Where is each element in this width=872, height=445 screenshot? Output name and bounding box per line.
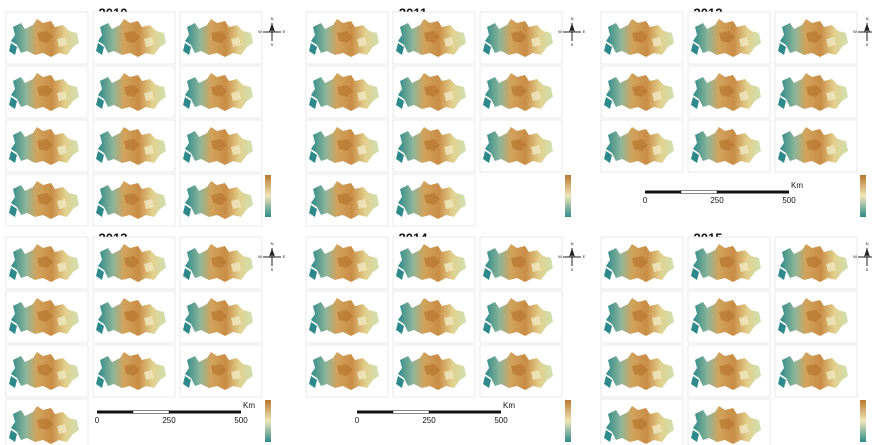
scale-bar: 0 250 500 Km bbox=[95, 401, 256, 425]
compass-n: N bbox=[866, 241, 869, 246]
year-panel: 2011NSWE bbox=[306, 5, 586, 226]
scale-unit: Km bbox=[791, 181, 803, 190]
compass-e: E bbox=[583, 254, 586, 259]
compass-e: E bbox=[583, 29, 586, 34]
scale-label: 500 bbox=[234, 416, 248, 425]
compass-w: W bbox=[558, 29, 562, 34]
compass-s: S bbox=[866, 267, 869, 272]
scale-segment bbox=[393, 411, 429, 414]
scale-segment bbox=[717, 191, 789, 194]
figure: 2010NSWE2011NSWE2012NSWE0250500Km2013NSW… bbox=[0, 0, 872, 445]
scale-label: 250 bbox=[710, 196, 724, 205]
scale-label: 0 bbox=[95, 416, 100, 425]
scale-bar: 0 250 500 Km bbox=[643, 181, 804, 205]
compass-s: S bbox=[866, 42, 869, 47]
compass-n: N bbox=[271, 241, 274, 246]
scale-segment bbox=[645, 191, 681, 194]
scale-segment bbox=[357, 411, 393, 414]
compass-w: W bbox=[558, 254, 562, 259]
color-bar bbox=[860, 400, 866, 442]
year-panel: 2013NSWE0250500Km bbox=[6, 230, 286, 445]
color-bar bbox=[565, 400, 571, 442]
year-panel: 2010NSWE bbox=[6, 5, 286, 226]
compass-w: W bbox=[258, 254, 262, 259]
scale-segment bbox=[133, 411, 169, 414]
color-bar bbox=[265, 175, 271, 217]
scale-unit: Km bbox=[243, 401, 255, 410]
compass-s: S bbox=[571, 267, 574, 272]
color-bar bbox=[565, 175, 571, 217]
compass-w: W bbox=[853, 254, 857, 259]
scale-unit: Km bbox=[503, 401, 515, 410]
compass-e: E bbox=[283, 29, 286, 34]
compass-n: N bbox=[571, 16, 574, 21]
year-panel: 2012NSWE0250500Km bbox=[601, 5, 872, 217]
scale-label: 250 bbox=[422, 416, 436, 425]
scale-label: 0 bbox=[355, 416, 360, 425]
scale-label: 500 bbox=[494, 416, 508, 425]
year-panel: 2014NSWE0250500Km bbox=[306, 230, 586, 442]
compass-w: W bbox=[853, 29, 857, 34]
scale-segment bbox=[429, 411, 501, 414]
compass-n: N bbox=[271, 16, 274, 21]
scale-segment bbox=[97, 411, 133, 414]
year-panel: 2015NSWE bbox=[601, 230, 872, 445]
color-bar bbox=[265, 400, 271, 442]
compass-n: N bbox=[866, 16, 869, 21]
color-bar bbox=[860, 175, 866, 217]
compass-s: S bbox=[271, 42, 274, 47]
compass-w: W bbox=[258, 29, 262, 34]
compass-n: N bbox=[571, 241, 574, 246]
scale-label: 0 bbox=[643, 196, 648, 205]
compass-s: S bbox=[271, 267, 274, 272]
compass-e: E bbox=[283, 254, 286, 259]
scale-label: 250 bbox=[162, 416, 176, 425]
scale-segment bbox=[681, 191, 717, 194]
scale-bar: 0 250 500 Km bbox=[355, 401, 516, 425]
compass-s: S bbox=[571, 42, 574, 47]
scale-segment bbox=[169, 411, 241, 414]
scale-label: 500 bbox=[782, 196, 796, 205]
